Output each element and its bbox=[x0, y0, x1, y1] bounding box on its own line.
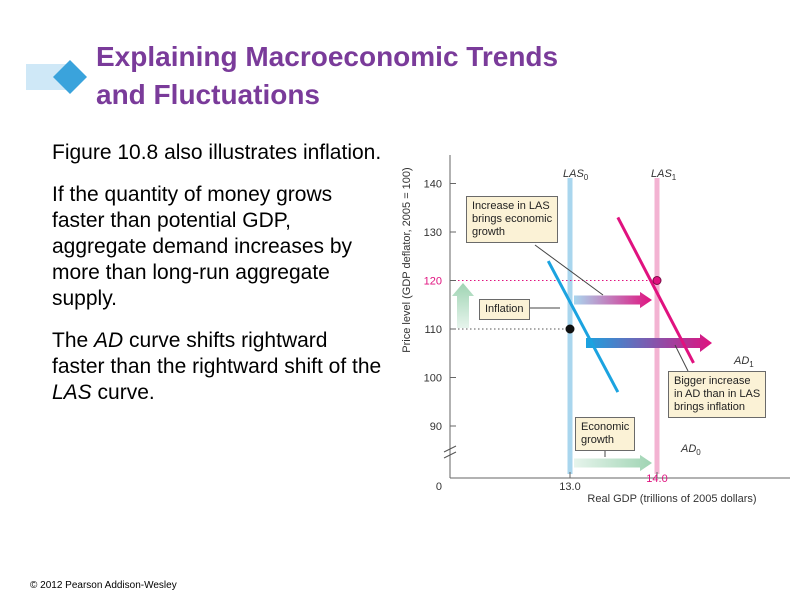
x-tick-label-1: 14.0 bbox=[646, 473, 667, 485]
equilibrium-point-1 bbox=[652, 276, 662, 285]
y-tick-label-120: 120 bbox=[424, 276, 442, 288]
ad0-label: AD0 bbox=[680, 443, 701, 457]
ad-curve-0 bbox=[546, 260, 620, 393]
y-tick-label-140: 140 bbox=[424, 179, 442, 191]
annotation-increase-las-line-2: brings economic bbox=[472, 213, 553, 225]
x-tick-label-0: 13.0 bbox=[559, 481, 580, 493]
annotation-bigger-increase-line-2: in AD than in LAS bbox=[674, 388, 761, 400]
y-tick-label-130: 130 bbox=[424, 227, 442, 239]
las0-label: LAS0 bbox=[563, 168, 589, 182]
annotation-bigger-increase-line-1: Bigger increase bbox=[674, 375, 751, 387]
connector-bigger-increase bbox=[674, 344, 689, 372]
ad1-label: AD1 bbox=[733, 355, 754, 369]
title-line-2: and Fluctuations bbox=[96, 79, 320, 110]
annotation-inflation-text: Inflation bbox=[485, 303, 524, 315]
las-shift-arrow-icon bbox=[574, 291, 652, 309]
x-axis-label: Real GDP (trillions of 2005 dollars) bbox=[587, 493, 756, 505]
annotation-increase-las-line-1: Increase in LAS bbox=[472, 200, 550, 212]
equilibrium-point-0 bbox=[565, 324, 575, 334]
annotation-economic-growth: Economic growth bbox=[575, 417, 636, 451]
annotation-economic-growth-line-1: Economic bbox=[581, 421, 630, 433]
paragraph-2: If the quantity of money grows faster th… bbox=[52, 183, 353, 310]
annotation-increase-las: Increase in LAS brings economic growth bbox=[466, 196, 559, 243]
y-tick-label-100: 100 bbox=[424, 373, 442, 385]
ad-shift-arrow-icon bbox=[586, 334, 712, 352]
page-title: Explaining Macroeconomic Trends and Fluc… bbox=[96, 38, 716, 114]
annotation-inflation: Inflation bbox=[479, 299, 530, 320]
title-diamond-icon bbox=[26, 60, 87, 94]
connector-increase-las bbox=[534, 244, 604, 296]
annotation-increase-las-line-3: growth bbox=[472, 226, 506, 238]
paragraph-3: The AD curve shifts rightward faster tha… bbox=[52, 328, 382, 406]
copyright-footer: © 2012 Pearson Addison-Wesley bbox=[30, 580, 177, 591]
las1-label: LAS1 bbox=[651, 168, 677, 182]
ad-curve-1 bbox=[616, 216, 695, 364]
paragraph-3-part-1: The bbox=[52, 329, 95, 352]
paragraph-1: Figure 10.8 also illustrates inflation. bbox=[52, 141, 382, 164]
paragraph-3-part-3: curve. bbox=[91, 381, 155, 404]
paragraph-3-las: LAS bbox=[52, 381, 92, 404]
inflation-arrow-icon bbox=[452, 283, 474, 328]
annotation-economic-growth-line-2: growth bbox=[581, 434, 615, 446]
paragraph-3-ad: AD bbox=[94, 329, 124, 352]
y-axis-break-mark-1 bbox=[443, 445, 457, 453]
y-tick-label-110: 110 bbox=[424, 324, 442, 336]
y-tick-label-90: 90 bbox=[430, 421, 442, 433]
title-line-1: Explaining Macroeconomic Trends bbox=[96, 41, 559, 72]
y-axis-label: Price level (GDP deflator, 2005 = 100) bbox=[401, 167, 413, 352]
body-text: Figure 10.8 also illustrates inflation. … bbox=[52, 140, 382, 422]
paragraph-3-part-2: curve shifts rightward faster than the r… bbox=[52, 329, 382, 378]
annotation-bigger-increase: Bigger increase in AD than in LAS brings… bbox=[668, 371, 767, 418]
growth-arrow-icon bbox=[574, 454, 652, 472]
y-axis-break-mark-2 bbox=[443, 451, 457, 459]
annotation-bigger-increase-line-3: brings inflation bbox=[674, 401, 745, 413]
y-zero-label: 0 bbox=[436, 481, 442, 493]
